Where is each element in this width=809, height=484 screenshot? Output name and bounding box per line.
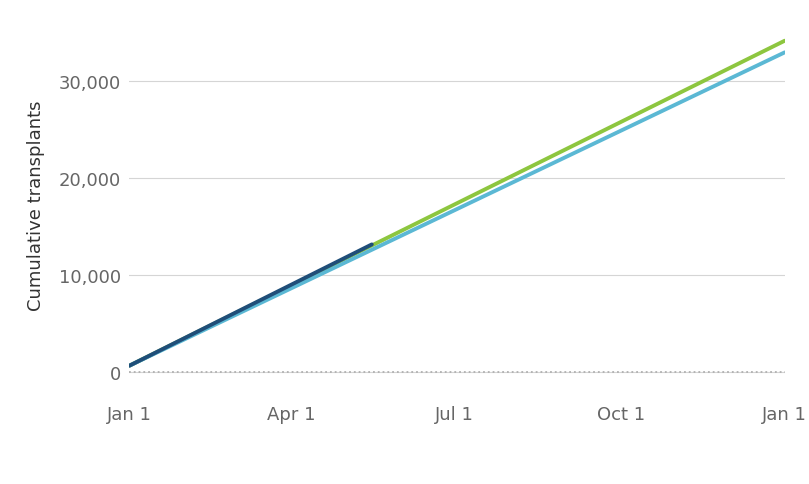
2021 [125,363,134,369]
Y-axis label: Cumulative transplants: Cumulative transplants [27,101,45,311]
Line: 2021: 2021 [129,245,372,366]
2021 [367,242,377,248]
